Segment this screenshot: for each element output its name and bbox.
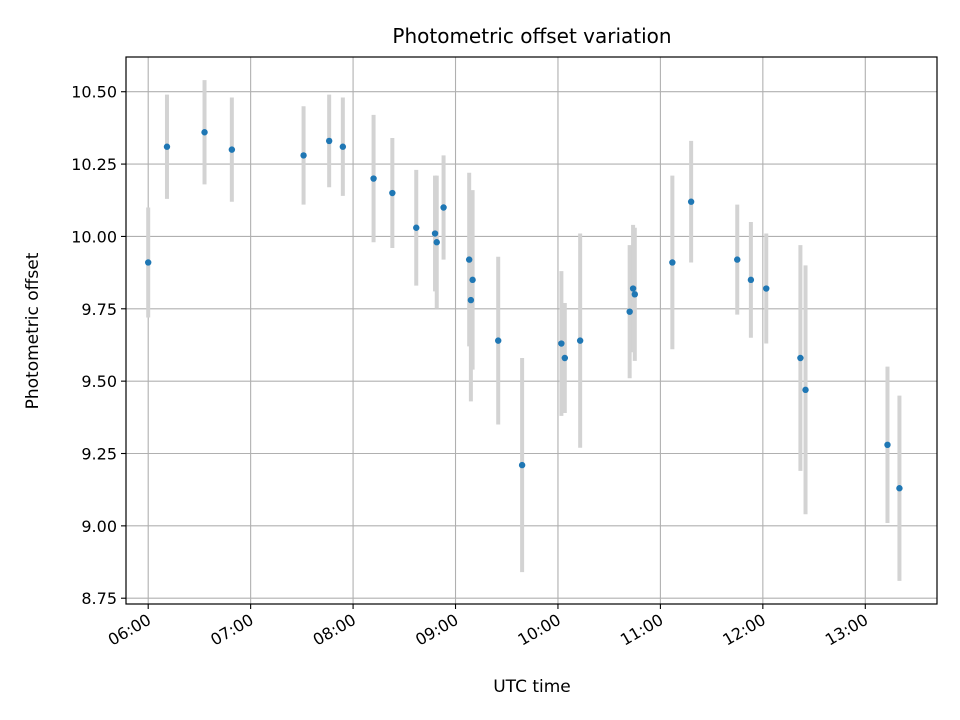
data-point: [467, 296, 475, 304]
y-tick-label: 9.00: [81, 517, 117, 536]
data-point: [797, 354, 804, 362]
data-point: [325, 137, 333, 145]
y-tick-label: 10.50: [71, 83, 117, 102]
data-point: [469, 276, 476, 284]
data-point: [687, 198, 695, 205]
data-point: [413, 224, 420, 231]
data-point: [339, 143, 347, 150]
data-point: [370, 175, 377, 182]
data-point: [734, 256, 741, 263]
data-point: [669, 259, 676, 266]
y-tick-label: 8.75: [81, 589, 117, 608]
data-point: [802, 386, 809, 394]
data-point: [747, 276, 755, 284]
data-point: [431, 230, 439, 237]
data-point: [433, 239, 440, 246]
data-point: [518, 461, 526, 469]
y-axis-ticks: 8.75 9.00 9.25 9.50 9.75 10.00 10.25 10.50: [71, 83, 126, 608]
data-point: [300, 152, 307, 159]
data-point: [389, 189, 396, 197]
y-tick-label: 9.25: [81, 445, 117, 464]
data-point: [631, 291, 638, 298]
data-point: [576, 337, 584, 344]
data-point: [465, 256, 473, 263]
x-axis-label: UTC time: [493, 677, 571, 697]
y-tick-label: 9.50: [81, 372, 117, 391]
data-point: [201, 129, 208, 136]
data-point: [884, 441, 891, 449]
data-point: [228, 146, 236, 153]
data-point: [561, 354, 568, 362]
data-point: [626, 308, 633, 315]
y-tick-label: 9.75: [81, 300, 117, 319]
data-point: [763, 285, 770, 292]
data-point: [144, 259, 152, 266]
data-point: [558, 340, 565, 347]
data-point: [629, 285, 637, 292]
y-axis-label: Photometric offset: [23, 252, 43, 409]
y-tick-label: 10.00: [71, 227, 117, 246]
data-point: [495, 337, 502, 344]
data-points: [144, 129, 903, 492]
data-point: [163, 143, 171, 150]
data-point: [896, 485, 903, 492]
y-tick-label: 10.25: [71, 155, 117, 174]
plot-frame: [125, 56, 938, 605]
data-point: [440, 204, 447, 211]
chart-title: Photometric offset variation: [392, 24, 671, 48]
